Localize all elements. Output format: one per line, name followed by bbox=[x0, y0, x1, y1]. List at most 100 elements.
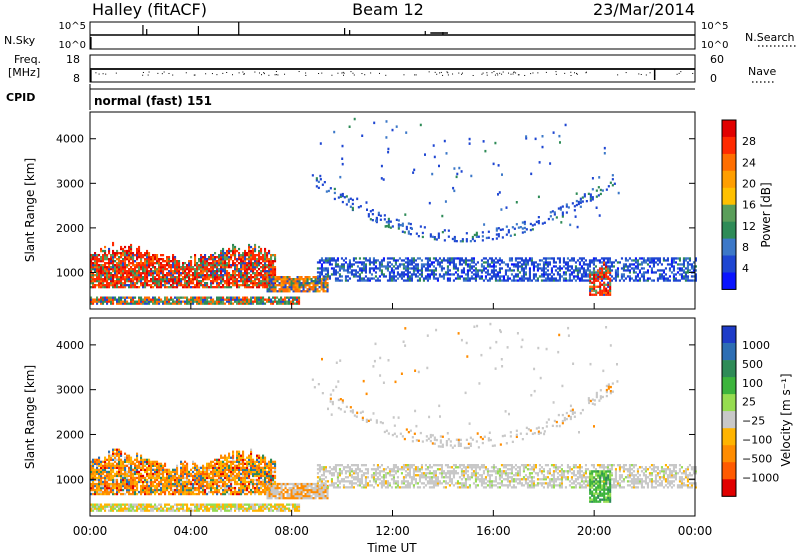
range-cell bbox=[96, 274, 99, 277]
range-cell bbox=[184, 286, 187, 289]
range-cell bbox=[112, 254, 115, 257]
range-cell bbox=[474, 271, 477, 274]
nave-dot bbox=[105, 73, 107, 75]
range-cell bbox=[182, 268, 185, 271]
range-cell bbox=[140, 298, 143, 301]
speck-cell bbox=[515, 201, 518, 204]
range-cell bbox=[262, 258, 265, 261]
range-cell bbox=[568, 277, 571, 280]
range-cell bbox=[186, 482, 189, 486]
nave-dot bbox=[102, 73, 104, 75]
range-cell bbox=[166, 264, 169, 267]
nave-dot bbox=[447, 74, 449, 76]
range-cell bbox=[294, 282, 297, 285]
range-cell bbox=[320, 263, 323, 266]
range-cell bbox=[369, 210, 372, 213]
range-cell bbox=[116, 266, 119, 269]
range-cell bbox=[376, 277, 379, 280]
range-cell bbox=[164, 490, 167, 494]
range-cell bbox=[202, 468, 205, 472]
range-cell bbox=[94, 484, 97, 488]
range-cell bbox=[90, 254, 93, 257]
range-cell bbox=[496, 271, 499, 274]
range-cell bbox=[144, 296, 147, 299]
range-cell bbox=[216, 490, 219, 494]
range-cell bbox=[443, 239, 446, 242]
range-cell bbox=[118, 456, 121, 459]
range-cell bbox=[240, 480, 243, 484]
range-cell bbox=[556, 271, 559, 274]
range-cell bbox=[220, 472, 223, 476]
range-cell bbox=[374, 271, 377, 274]
range-cell bbox=[476, 271, 479, 274]
range-cell bbox=[102, 476, 105, 480]
range-cell bbox=[387, 217, 390, 221]
range-cell bbox=[90, 270, 93, 273]
range-cell bbox=[220, 278, 223, 281]
range-cell bbox=[132, 470, 135, 474]
range-cell bbox=[234, 470, 237, 474]
range-cell bbox=[96, 298, 99, 301]
range-cell bbox=[288, 278, 291, 281]
range-cell bbox=[593, 293, 596, 296]
range-cell bbox=[96, 276, 99, 279]
range-cell bbox=[100, 298, 103, 301]
range-cell bbox=[154, 476, 157, 480]
range-cell bbox=[638, 269, 641, 272]
range-cell bbox=[294, 302, 297, 305]
range-cell bbox=[124, 460, 127, 464]
range-cell bbox=[108, 462, 111, 466]
range-cell bbox=[236, 474, 239, 478]
range-cell bbox=[454, 267, 457, 270]
speck-cell bbox=[497, 164, 500, 167]
range-cell bbox=[166, 472, 169, 476]
range-cell bbox=[96, 270, 99, 273]
range-cell bbox=[174, 266, 177, 269]
range-cell bbox=[278, 284, 281, 287]
range-cell bbox=[266, 252, 269, 255]
range-cell bbox=[200, 258, 203, 261]
range-cell bbox=[522, 263, 525, 266]
range-cell bbox=[140, 302, 143, 305]
range-cell bbox=[116, 470, 119, 474]
range-cell bbox=[94, 488, 97, 492]
range-cell bbox=[688, 263, 691, 266]
range-cell bbox=[174, 286, 177, 289]
range-cell bbox=[130, 302, 133, 305]
range-cell bbox=[484, 277, 487, 280]
range-cell bbox=[202, 258, 205, 261]
range-cell bbox=[116, 478, 119, 482]
range-cell bbox=[150, 274, 153, 277]
range-cell bbox=[609, 287, 612, 290]
range-cell bbox=[126, 474, 129, 478]
range-cell bbox=[138, 274, 141, 277]
range-cell bbox=[136, 476, 139, 480]
range-cell bbox=[236, 298, 239, 301]
range-cell bbox=[513, 227, 516, 230]
range-cell bbox=[607, 285, 610, 288]
freq-lines bbox=[90, 68, 695, 82]
range-cell bbox=[202, 300, 205, 303]
range-cell bbox=[226, 274, 229, 277]
range-cell bbox=[112, 249, 115, 253]
range-cell bbox=[216, 282, 219, 285]
noise-left-label: N.Sky bbox=[4, 34, 36, 47]
range-cell bbox=[170, 284, 173, 287]
range-cell bbox=[156, 280, 159, 283]
range-cell bbox=[198, 478, 201, 482]
range-cell bbox=[180, 272, 183, 275]
range-cell bbox=[438, 263, 441, 266]
range-cell bbox=[366, 279, 369, 282]
range-cell bbox=[138, 464, 141, 468]
range-cell bbox=[110, 266, 113, 269]
range-cell bbox=[210, 298, 213, 301]
range-cell bbox=[256, 264, 259, 267]
range-cell bbox=[280, 300, 283, 303]
range-cell bbox=[120, 262, 123, 265]
range-cell bbox=[497, 227, 500, 230]
range-cell bbox=[92, 266, 95, 269]
range-cell bbox=[208, 256, 211, 259]
colorbar-segment bbox=[722, 120, 736, 138]
range-cell bbox=[178, 266, 181, 269]
cpid-panel: CPID normal (fast) 151 bbox=[6, 84, 695, 110]
